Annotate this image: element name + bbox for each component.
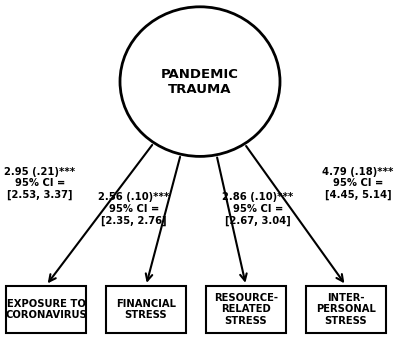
Text: 2.86 (.10)***
95% CI =
[2.67, 3.04]: 2.86 (.10)*** 95% CI = [2.67, 3.04] [222, 192, 294, 226]
Text: 4.79 (.18)***
95% CI =
[4.45, 5.14]: 4.79 (.18)*** 95% CI = [4.45, 5.14] [322, 167, 394, 200]
Text: INTER-
PERSONAL
STRESS: INTER- PERSONAL STRESS [316, 293, 376, 326]
FancyBboxPatch shape [206, 286, 286, 333]
FancyBboxPatch shape [306, 286, 386, 333]
Text: FINANCIAL
STRESS: FINANCIAL STRESS [116, 299, 176, 320]
Text: PANDEMIC
TRAUMA: PANDEMIC TRAUMA [161, 68, 239, 96]
Text: EXPOSURE TO
CORONAVIRUS: EXPOSURE TO CORONAVIRUS [5, 299, 87, 320]
Text: 2.95 (.21)***
95% CI =
[2.53, 3.37]: 2.95 (.21)*** 95% CI = [2.53, 3.37] [4, 167, 76, 200]
FancyBboxPatch shape [106, 286, 186, 333]
Text: RESOURCE-
RELATED
STRESS: RESOURCE- RELATED STRESS [214, 293, 278, 326]
FancyBboxPatch shape [6, 286, 86, 333]
Text: 2.56 (.10)***
95% CI =
[2.35, 2.76]: 2.56 (.10)*** 95% CI = [2.35, 2.76] [98, 192, 170, 226]
Ellipse shape [120, 7, 280, 156]
